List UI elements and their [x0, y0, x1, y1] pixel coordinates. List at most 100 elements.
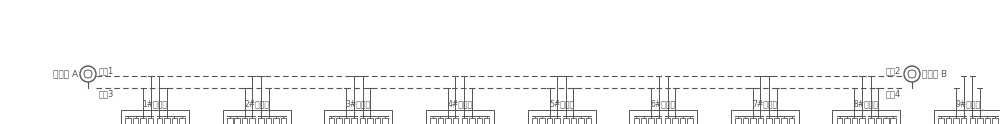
Bar: [469, 118, 475, 124]
Bar: [430, 118, 436, 124]
Text: 线路4: 线路4: [886, 89, 901, 98]
Bar: [868, 118, 874, 124]
Bar: [164, 118, 170, 124]
Bar: [281, 118, 286, 124]
Bar: [992, 118, 998, 124]
Bar: [832, 110, 900, 124]
Bar: [532, 118, 537, 124]
Bar: [672, 118, 678, 124]
Bar: [344, 118, 349, 124]
Bar: [484, 118, 489, 124]
Bar: [554, 118, 560, 124]
Bar: [934, 110, 1000, 124]
Bar: [743, 118, 748, 124]
Bar: [367, 118, 373, 124]
Bar: [731, 110, 799, 124]
Text: 线路3: 线路3: [99, 89, 114, 98]
Bar: [223, 110, 291, 124]
Bar: [634, 118, 639, 124]
Bar: [789, 118, 794, 124]
Bar: [336, 118, 342, 124]
Text: 2#环网柜: 2#环网柜: [244, 99, 269, 108]
Bar: [876, 118, 881, 124]
Bar: [360, 118, 365, 124]
Bar: [375, 118, 380, 124]
Circle shape: [904, 66, 920, 82]
Bar: [883, 118, 889, 124]
Text: 变电站 A: 变电站 A: [53, 69, 78, 78]
Bar: [844, 118, 850, 124]
Circle shape: [84, 70, 92, 78]
Bar: [961, 118, 966, 124]
Bar: [234, 118, 240, 124]
Text: 变电站 B: 变电站 B: [922, 69, 947, 78]
Text: 3#环网柜: 3#环网柜: [346, 99, 371, 108]
Bar: [249, 118, 255, 124]
Bar: [656, 118, 661, 124]
Bar: [985, 118, 990, 124]
Bar: [774, 118, 779, 124]
Bar: [172, 118, 177, 124]
Bar: [648, 118, 654, 124]
Bar: [852, 118, 857, 124]
Bar: [680, 118, 685, 124]
Bar: [125, 118, 131, 124]
Text: 8#环网柜: 8#环网柜: [854, 99, 879, 108]
Text: 5#环网柜: 5#环网柜: [549, 99, 574, 108]
Bar: [462, 118, 467, 124]
Text: 9#环网柜: 9#环网柜: [955, 99, 981, 108]
Bar: [946, 118, 951, 124]
Bar: [665, 118, 670, 124]
Bar: [563, 118, 569, 124]
Bar: [157, 118, 162, 124]
Circle shape: [908, 70, 916, 78]
Bar: [890, 118, 896, 124]
Bar: [258, 118, 264, 124]
Bar: [266, 118, 271, 124]
Bar: [977, 118, 983, 124]
Bar: [837, 118, 842, 124]
Text: 6#环网柜: 6#环网柜: [651, 99, 676, 108]
Bar: [445, 118, 451, 124]
Bar: [586, 118, 591, 124]
Bar: [140, 118, 146, 124]
Bar: [382, 118, 388, 124]
Bar: [629, 110, 697, 124]
Bar: [329, 118, 334, 124]
Bar: [578, 118, 584, 124]
Bar: [938, 118, 944, 124]
Bar: [970, 118, 975, 124]
Bar: [273, 118, 279, 124]
Bar: [571, 118, 576, 124]
Bar: [121, 110, 189, 124]
Bar: [426, 110, 494, 124]
Bar: [781, 118, 787, 124]
Bar: [687, 118, 693, 124]
Text: 4#环网柜: 4#环网柜: [447, 99, 472, 108]
Bar: [351, 118, 357, 124]
Bar: [859, 118, 865, 124]
Bar: [148, 118, 153, 124]
Bar: [227, 118, 233, 124]
Bar: [547, 118, 552, 124]
Text: 线路2: 线路2: [886, 66, 901, 75]
Text: 线路1: 线路1: [99, 66, 114, 75]
Bar: [953, 118, 959, 124]
Bar: [539, 118, 545, 124]
Bar: [179, 118, 185, 124]
Bar: [242, 118, 247, 124]
Bar: [750, 118, 756, 124]
Bar: [758, 118, 763, 124]
Circle shape: [80, 66, 96, 82]
Bar: [477, 118, 482, 124]
Text: 1#环网柜: 1#环网柜: [143, 99, 168, 108]
Bar: [324, 110, 392, 124]
Bar: [528, 110, 596, 124]
Bar: [438, 118, 443, 124]
Bar: [133, 118, 138, 124]
Text: 7#环网柜: 7#环网柜: [752, 99, 777, 108]
Bar: [453, 118, 458, 124]
Bar: [766, 118, 772, 124]
Bar: [735, 118, 741, 124]
Bar: [641, 118, 646, 124]
